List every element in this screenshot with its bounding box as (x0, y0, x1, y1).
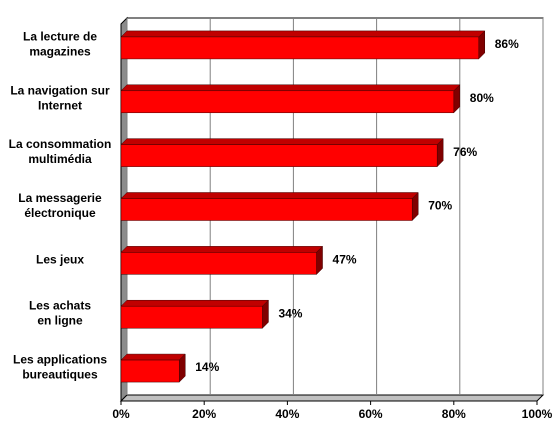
bar-top (120, 30, 486, 38)
bar (120, 252, 317, 275)
y-tick-label-line: électronique (24, 206, 96, 220)
bar-top (120, 246, 324, 253)
data-label: 14% (195, 360, 219, 374)
y-tick-label: La navigation sur Internet (10, 83, 110, 112)
x-tick-label: 80% (442, 407, 466, 421)
x-tick-label: 20% (192, 407, 216, 421)
data-label: 86% (495, 37, 519, 51)
y-tick-label-line: Les applications (13, 353, 107, 367)
y-tick-label-line: La navigation sur (10, 83, 110, 97)
y-tick-label: Les applications bureautiques (13, 353, 107, 382)
data-label: 34% (278, 306, 302, 320)
bar-top (120, 192, 419, 199)
bar (120, 144, 438, 167)
y-tick-label-line: Les jeux (36, 253, 84, 267)
bar (120, 359, 180, 383)
bar-top (120, 84, 461, 92)
y-tick-label-line: magazines (29, 45, 91, 59)
data-label: 70% (428, 199, 452, 213)
x-tick-label: 100% (522, 407, 553, 421)
y-tick-label-line: multimédia (28, 152, 92, 166)
y-tick-label-line: Internet (38, 98, 82, 112)
data-label: 47% (333, 253, 357, 267)
y-tick-label-line: La consommation (9, 137, 112, 151)
bar (120, 90, 455, 114)
x-tick-label: 60% (359, 407, 383, 421)
y-tick-label: Les jeux (36, 253, 84, 267)
y-tick-label-line: La lecture de (23, 30, 97, 44)
bar (120, 305, 263, 329)
bar (120, 36, 480, 60)
bar-top (120, 353, 186, 361)
data-label: 76% (453, 145, 477, 159)
bar-top (120, 299, 270, 307)
y-tick-label: Les achats en ligne (29, 299, 91, 328)
y-tick-label-line: La messagerie (18, 191, 102, 205)
plot-floor (119, 394, 545, 402)
y-tick-label-line: bureautiques (22, 368, 98, 382)
y-tick-label: La consommation multimédia (9, 137, 112, 166)
y-tick-label: La messagerie électronique (18, 191, 102, 220)
data-label: 80% (470, 91, 494, 105)
y-tick-label-line: en ligne (37, 314, 83, 328)
bar (120, 198, 413, 221)
x-tick-label: 40% (275, 407, 299, 421)
y-tick-label-line: Les achats (29, 299, 91, 313)
bar-top (120, 138, 444, 145)
x-tick-label: 0% (112, 407, 130, 421)
y-tick-label: La lecture de magazines (23, 30, 97, 59)
